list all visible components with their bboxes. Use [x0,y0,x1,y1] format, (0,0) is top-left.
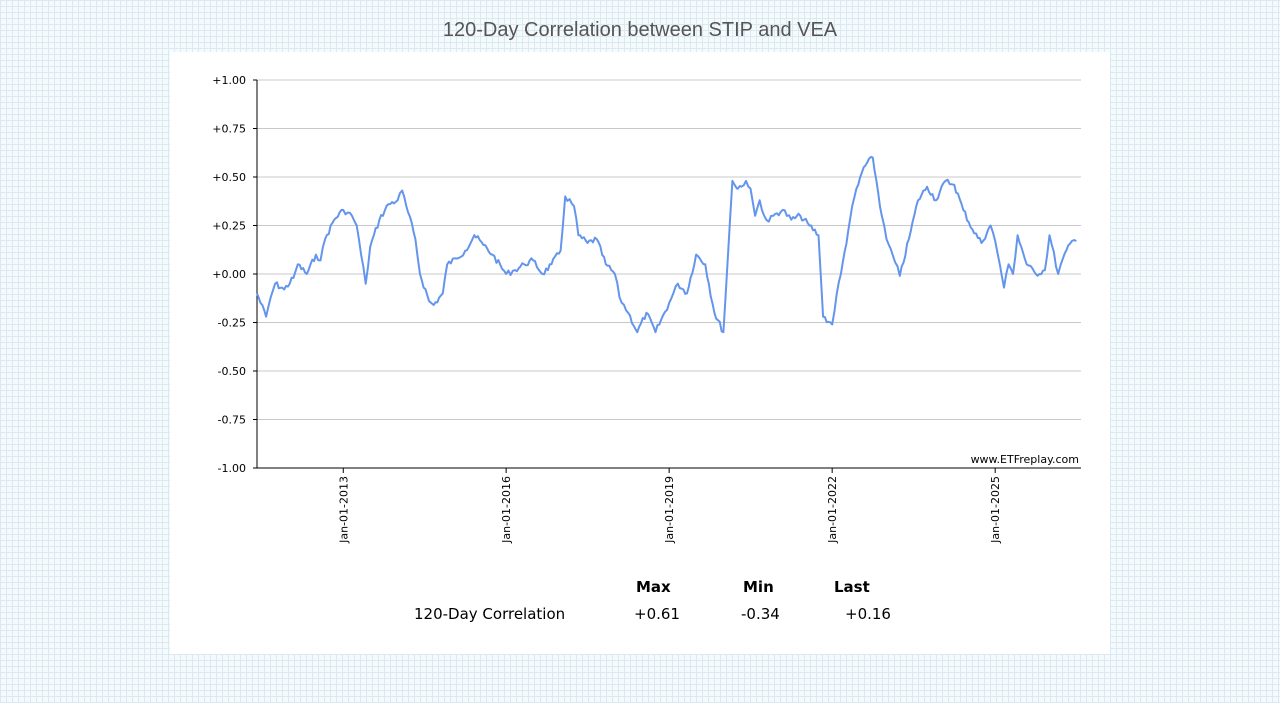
x-tick-label: Jan-01-2019 [663,476,676,544]
y-tick-label: +1.00 [212,74,246,87]
page-title: 120-Day Correlation between STIP and VEA [442,19,838,41]
axes: +1.00 +0.75 +0.50 +0.25 +0.00 -0.25 -0.50 -0.75… [212,74,1081,544]
watermark: www.ETFreplay.com [971,453,1079,466]
y-tick-label: -1.00 [218,462,246,475]
y-tick-label: +0.75 [212,123,246,136]
x-tick-label: Jan-01-2013 [337,476,350,544]
y-tick-label: -0.25 [218,317,246,330]
y-tick-label: +0.25 [212,220,246,233]
y-tick-label: -0.75 [218,414,246,427]
y-tick-label: +0.00 [212,268,246,281]
x-tick-label: Jan-01-2022 [826,476,839,544]
y-tick-label: +0.50 [212,171,246,184]
x-tick-label: Jan-01-2025 [989,476,1002,544]
x-tick-label: Jan-01-2016 [500,476,513,544]
y-tick-label: -0.50 [218,365,246,378]
correlation-series-line [256,155,1077,334]
chart-panel: +1.00 +0.75 +0.50 +0.25 +0.00 -0.25 -0.50 -0.75… [170,52,1110,654]
correlation-chart: +1.00 +0.75 +0.50 +0.25 +0.00 -0.25 -0.50 -0.75… [212,74,1081,544]
series-layer [256,155,1077,334]
grid-lines [257,79,1081,469]
